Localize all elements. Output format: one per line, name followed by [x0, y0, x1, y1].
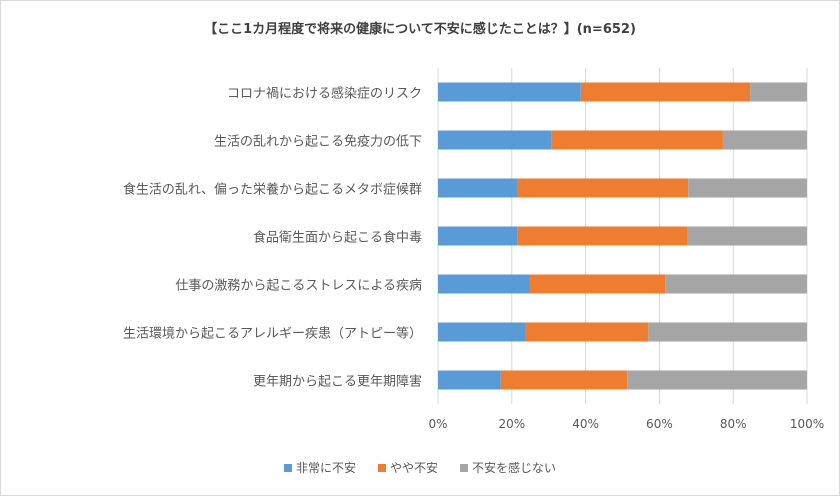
bar-segment-3	[627, 370, 807, 390]
bar-segment-1	[438, 370, 501, 390]
bar-segment-3	[648, 322, 807, 342]
bar-segment-2	[525, 322, 649, 342]
bar-segment-3	[687, 226, 807, 246]
bar-segment-1	[438, 322, 526, 342]
bar-segment-3	[688, 178, 807, 198]
legend: 非常に不安 やや不安 不安を感じない	[0, 459, 840, 476]
bar-segment-3	[665, 274, 807, 294]
legend-label: 不安を感じない	[472, 461, 557, 475]
legend-item: 不安を感じない	[460, 459, 556, 476]
legend-item: 非常に不安	[283, 459, 356, 476]
x-tick-label: 100%	[789, 417, 825, 431]
category-label: 食生活の乱れ、偏った栄養から起こるメタボ症候群	[122, 182, 422, 198]
bar-segment-2	[580, 82, 751, 102]
x-tick-label: 40%	[572, 417, 599, 431]
legend-label: やや不安	[389, 461, 438, 475]
legend-swatch	[377, 463, 386, 472]
bar-segment-1	[438, 226, 518, 246]
bar-segment-2	[517, 226, 688, 246]
x-tick-label: 60%	[646, 417, 673, 431]
legend-swatch	[460, 463, 468, 472]
bar-segment-1	[438, 178, 517, 198]
bar-segment-1	[438, 130, 552, 150]
legend-swatch	[283, 463, 292, 472]
legend-label: 非常に不安	[295, 461, 356, 475]
category-label: コロナ禍における感染症のリスク	[226, 86, 422, 102]
chart-title: 【ここ1カ月程度で将来の健康について不安に感じたことは？】(n=652)	[204, 22, 636, 37]
bar-segment-1	[438, 82, 581, 102]
legend-item: やや不安	[377, 459, 438, 476]
bar-segment-3	[750, 82, 807, 102]
bar-segment-2	[551, 130, 723, 150]
x-tick-label: 20%	[498, 417, 526, 431]
category-label: 仕事の激務から起こるストレスによる疾病	[175, 278, 422, 294]
bar-segment-2	[516, 178, 689, 198]
bar-segment-3	[722, 130, 807, 150]
bar-segment-2	[529, 274, 666, 294]
x-tick-label: 0%	[428, 417, 448, 431]
category-label: 生活環境から起こるアレルギー疾患（アトピー等）	[122, 326, 422, 342]
category-label: 更年期から起こる更年期障害	[252, 374, 422, 390]
category-label: 生活の乱れから起こる免疫力の低下	[213, 134, 422, 150]
bar-segment-1	[438, 274, 530, 294]
category-label: 食品衛生面から起こる食中毒	[252, 230, 422, 246]
bar-segment-2	[500, 370, 628, 390]
x-tick-label: 80%	[719, 417, 747, 431]
